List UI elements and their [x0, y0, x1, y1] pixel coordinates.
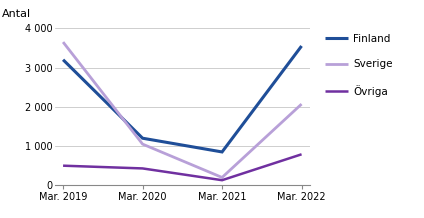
Line: Sverige: Sverige: [63, 42, 301, 177]
Line: Finland: Finland: [63, 46, 301, 152]
Övriga: [140, 167, 145, 170]
Övriga: [61, 164, 66, 167]
Sverige: [140, 143, 145, 145]
Finland: [61, 58, 66, 61]
Övriga: [299, 153, 304, 156]
Legend: Finland, Sverige, Övriga: Finland, Sverige, Övriga: [325, 34, 393, 97]
Sverige: [220, 176, 225, 179]
Sverige: [299, 103, 304, 105]
Finland: [140, 137, 145, 140]
Finland: [299, 45, 304, 47]
Sverige: [61, 41, 66, 43]
Line: Övriga: Övriga: [63, 154, 301, 180]
Text: Antal: Antal: [2, 9, 31, 19]
Finland: [220, 151, 225, 153]
Övriga: [220, 179, 225, 182]
